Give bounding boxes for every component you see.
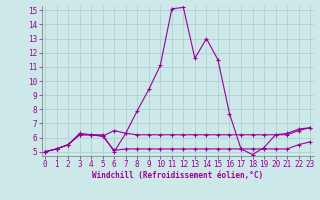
X-axis label: Windchill (Refroidissement éolien,°C): Windchill (Refroidissement éolien,°C) bbox=[92, 171, 263, 180]
